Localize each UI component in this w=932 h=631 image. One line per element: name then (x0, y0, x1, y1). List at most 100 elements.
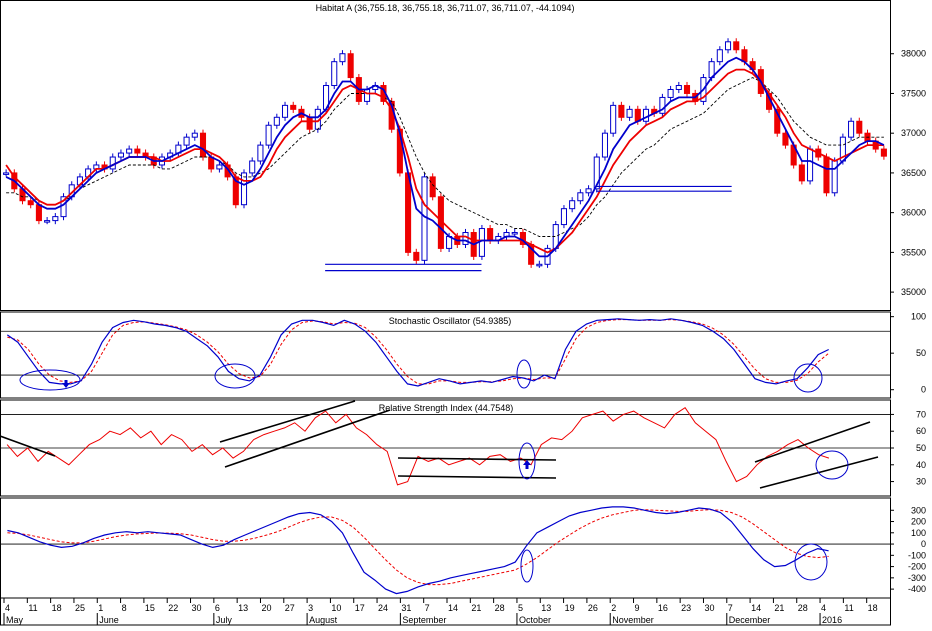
macd-axis-tick-label: -400 (908, 584, 926, 594)
candle-down (782, 132, 789, 146)
macd-panel (0, 497, 891, 599)
month-label: August (309, 615, 338, 625)
day-label: 21 (471, 603, 481, 613)
candle-up (577, 192, 584, 202)
candle-up (44, 220, 51, 223)
ma-long-line (5, 68, 884, 254)
stochastic-axis-tick-label: 100 (911, 312, 926, 322)
stochastic-k-line (6, 318, 829, 387)
month-label: November (612, 615, 654, 625)
candle-up (462, 232, 469, 245)
month-label: September (402, 615, 446, 625)
annotation-circle (518, 442, 536, 480)
candle-down (306, 116, 313, 130)
macd-axis-tick-label: -300 (908, 573, 926, 583)
up-arrow-icon (62, 380, 70, 388)
day-label: 8 (122, 603, 127, 613)
candle-up (216, 164, 223, 170)
month-label: December (729, 615, 771, 625)
price-axis-tick-label: 36000 (901, 208, 926, 218)
day-label: 28 (495, 603, 505, 613)
rsi-trend-line (224, 409, 391, 468)
day-label: 15 (145, 603, 155, 613)
candle-up (848, 120, 855, 138)
day-label: 18 (52, 603, 62, 613)
candle-down (35, 204, 42, 222)
day-label: 14 (448, 603, 458, 613)
candle-down (487, 228, 494, 241)
candle-up (511, 232, 518, 235)
day-label: 19 (565, 603, 575, 613)
price-panel (0, 0, 891, 311)
macd-axis-tick-label: 300 (911, 505, 926, 515)
month-label: June (99, 615, 119, 625)
candle-up (667, 88, 674, 98)
rsi-axis-tick-label: 70 (916, 409, 926, 419)
month-label: May (6, 615, 24, 625)
price-axis-tick-label: 36500 (901, 168, 926, 178)
day-label: 31 (401, 603, 411, 613)
stochastic-axis-tick-label: 50 (916, 348, 926, 358)
day-label: 7 (728, 603, 733, 613)
day-label: 30 (704, 603, 714, 613)
price-title: Habitat A (36,755.18, 36,755.18, 36,711.… (316, 3, 575, 13)
rsi-trend-line (397, 475, 557, 479)
rsi-plot: 30 40 50 60 70 (0, 400, 926, 489)
candle-up (659, 96, 666, 114)
month-label: July (216, 615, 233, 625)
candle-up (273, 116, 280, 126)
day-label: 25 (75, 603, 85, 613)
annotation-circle (794, 543, 828, 581)
macd-axis-tick-label: -200 (908, 562, 926, 572)
day-label: 24 (378, 603, 388, 613)
price-axis-tick-label: 37500 (901, 88, 926, 98)
candle-down (27, 200, 34, 206)
candle-down (199, 132, 207, 158)
day-label: 9 (635, 603, 640, 613)
macd-line (7, 506, 829, 595)
candle-up (3, 172, 10, 175)
day-label: 4 (5, 603, 10, 613)
rsi-axis-tick-label: 60 (916, 426, 926, 436)
month-label: October (519, 615, 551, 625)
candle-down (774, 108, 781, 134)
price-axis-tick-label: 37000 (901, 128, 926, 138)
candle-up (249, 160, 256, 174)
rsi-title: Relative Strength Index (44.7548) (379, 403, 514, 413)
candle-up (724, 41, 732, 51)
price-axis-tick-label: 38000 (901, 49, 926, 59)
annotation-circle (19, 369, 81, 391)
candle-up (536, 263, 543, 267)
day-label: 5 (518, 603, 523, 613)
day-label: 20 (261, 603, 271, 613)
candle-up (831, 160, 838, 194)
rsi-line (6, 407, 830, 486)
rsi-trend-line (754, 421, 871, 463)
candle-up (610, 104, 617, 134)
day-label: 30 (192, 603, 202, 613)
candle-up (265, 124, 272, 146)
stochastic-plot: 0 50 100 (0, 312, 926, 395)
day-label: 14 (751, 603, 761, 613)
stochastic-d-line (7, 319, 830, 385)
day-label: 22 (168, 603, 178, 613)
candle-up (601, 132, 609, 158)
day-label: 21 (774, 603, 784, 613)
candle-down (880, 148, 887, 157)
day-label: 11 (28, 603, 37, 613)
candle-up (716, 49, 723, 63)
day-label: 28 (798, 603, 808, 613)
candle-down (290, 104, 297, 110)
candle-down (733, 41, 740, 51)
day-label: 6 (215, 603, 220, 613)
candle-up (478, 228, 485, 257)
candle-down (134, 148, 141, 154)
candle-down (856, 120, 863, 134)
day-label: 26 (588, 603, 598, 613)
candle-up (421, 176, 428, 261)
candle-up (126, 148, 133, 154)
price-axis-tick-label: 35500 (901, 247, 926, 257)
candle-down (405, 172, 412, 253)
day-label: 1 (98, 603, 103, 613)
